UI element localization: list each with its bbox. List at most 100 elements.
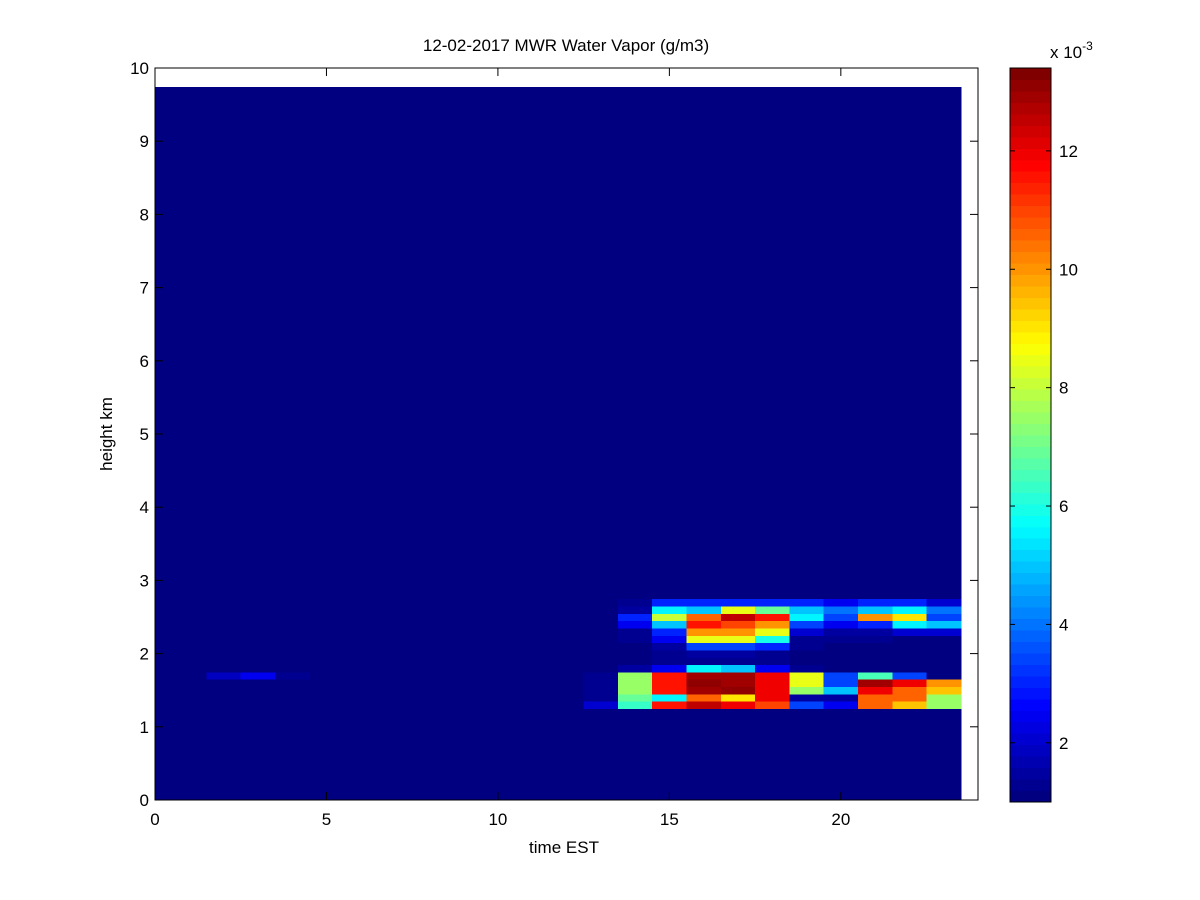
heatmap-cell: [206, 693, 242, 702]
heatmap-cell: [823, 679, 859, 688]
heatmap-cell: [857, 671, 893, 680]
heatmap-cell: [446, 627, 482, 636]
heatmap-cell: [206, 613, 242, 622]
heatmap-cell: [789, 87, 825, 600]
heatmap-cell: [240, 613, 276, 622]
heatmap-cell: [515, 701, 550, 709]
y-tick-label: 4: [140, 498, 149, 517]
heatmap-cell: [926, 620, 962, 629]
heatmap-cell: [412, 657, 447, 666]
heatmap-cell: [309, 686, 345, 695]
colorbar-swatch: [1010, 366, 1051, 379]
heatmap-cell: [549, 642, 585, 651]
heatmap-cell: [823, 613, 859, 622]
heatmap-cell: [686, 664, 722, 673]
heatmap-cell: [549, 87, 585, 600]
heatmap-cell: [892, 598, 928, 607]
heatmap-cell: [652, 606, 688, 614]
heatmap-cell: [515, 686, 550, 695]
heatmap-cell: [412, 606, 447, 614]
heatmap-cell: [686, 635, 722, 644]
heatmap-cell: [240, 620, 276, 629]
heatmap-cell: [240, 649, 276, 658]
heatmap-cell: [583, 642, 619, 651]
heatmap-cell: [686, 627, 722, 636]
heatmap-cell: [583, 620, 619, 629]
heatmap-cell: [583, 701, 619, 709]
heatmap-cell: [549, 679, 585, 688]
colorbar-swatch: [1010, 698, 1051, 711]
heatmap-cell: [652, 635, 688, 644]
heatmap-cell: [652, 620, 688, 629]
heatmap-cell: [789, 606, 825, 614]
colorbar-swatch: [1010, 182, 1051, 195]
heatmap-cell: [377, 613, 413, 622]
colorbar-swatch: [1010, 125, 1051, 138]
heatmap-cell: [275, 87, 310, 600]
heatmap-cell: [377, 708, 413, 801]
y-tick-label: 5: [140, 425, 149, 444]
heatmap-cell: [480, 87, 516, 600]
heatmap-cell: [926, 701, 962, 709]
heatmap-cell: [720, 606, 756, 614]
heatmap-cell: [206, 598, 242, 607]
heatmap-cell: [789, 679, 825, 688]
heatmap-cell: [857, 657, 893, 666]
heatmap-cell: [652, 87, 688, 600]
colorbar-box: [1009, 67, 1052, 803]
heatmap-cell: [926, 649, 962, 658]
heatmap-cell: [343, 671, 379, 680]
heatmap-cell: [446, 701, 482, 709]
heatmap-cell: [275, 598, 310, 607]
colorbar-swatch: [1010, 240, 1051, 252]
heatmap-cell: [275, 635, 310, 644]
colorbar-swatch: [1010, 90, 1051, 103]
heatmap-cell: [515, 671, 550, 680]
heatmap-cell: [412, 627, 447, 636]
heatmap-cell: [926, 671, 962, 680]
heatmap-cell: [240, 664, 276, 673]
heatmap-cell: [377, 606, 413, 614]
heatmap-cell: [789, 664, 825, 673]
x-tick-label: 5: [322, 810, 331, 829]
heatmap-cell: [412, 87, 447, 600]
colorbar-swatch: [1010, 469, 1051, 482]
heatmap-cell: [480, 686, 516, 695]
colorbar-swatch: [1010, 171, 1051, 184]
heatmap-cell: [823, 686, 859, 695]
heatmap-cell: [377, 598, 413, 607]
heatmap-cell: [446, 693, 482, 702]
heatmap-cell: [823, 657, 859, 666]
heatmap-cell: [275, 657, 310, 666]
heatmap-cell: [789, 708, 825, 801]
colorbar-swatch: [1010, 400, 1051, 413]
heatmap-cell: [926, 613, 962, 622]
heatmap-cell: [755, 598, 790, 607]
heatmap-cell: [206, 87, 242, 600]
heatmap-cell: [652, 693, 688, 702]
heatmap-cell: [446, 686, 482, 695]
chart-title: 12-02-2017 MWR Water Vapor (g/m3): [423, 36, 709, 55]
heatmap-cell: [892, 635, 928, 644]
heatmap-cell: [206, 686, 242, 695]
colorbar-swatch: [1010, 538, 1051, 551]
heatmap-cell: [343, 642, 379, 651]
heatmap-cell: [172, 708, 207, 801]
heatmap-cell: [515, 649, 550, 658]
colorbar-swatch: [1010, 779, 1051, 792]
heatmap-cell: [206, 649, 242, 658]
heatmap-cell: [617, 598, 653, 607]
heatmap-cell: [240, 686, 276, 695]
colorbar-tick-label: 12: [1059, 142, 1078, 161]
x-tick-label: 15: [660, 810, 679, 829]
y-tick-label: 8: [140, 205, 149, 224]
colorbar-swatch: [1010, 503, 1051, 516]
heatmap-cell: [309, 679, 345, 688]
heatmap-cell: [926, 598, 962, 607]
heatmap-cell: [823, 693, 859, 702]
heatmap-cell: [652, 598, 688, 607]
heatmap-cell: [549, 613, 585, 622]
heatmap-cell: [686, 701, 722, 709]
heatmap-cell: [309, 649, 345, 658]
heatmap-cell: [240, 627, 276, 636]
